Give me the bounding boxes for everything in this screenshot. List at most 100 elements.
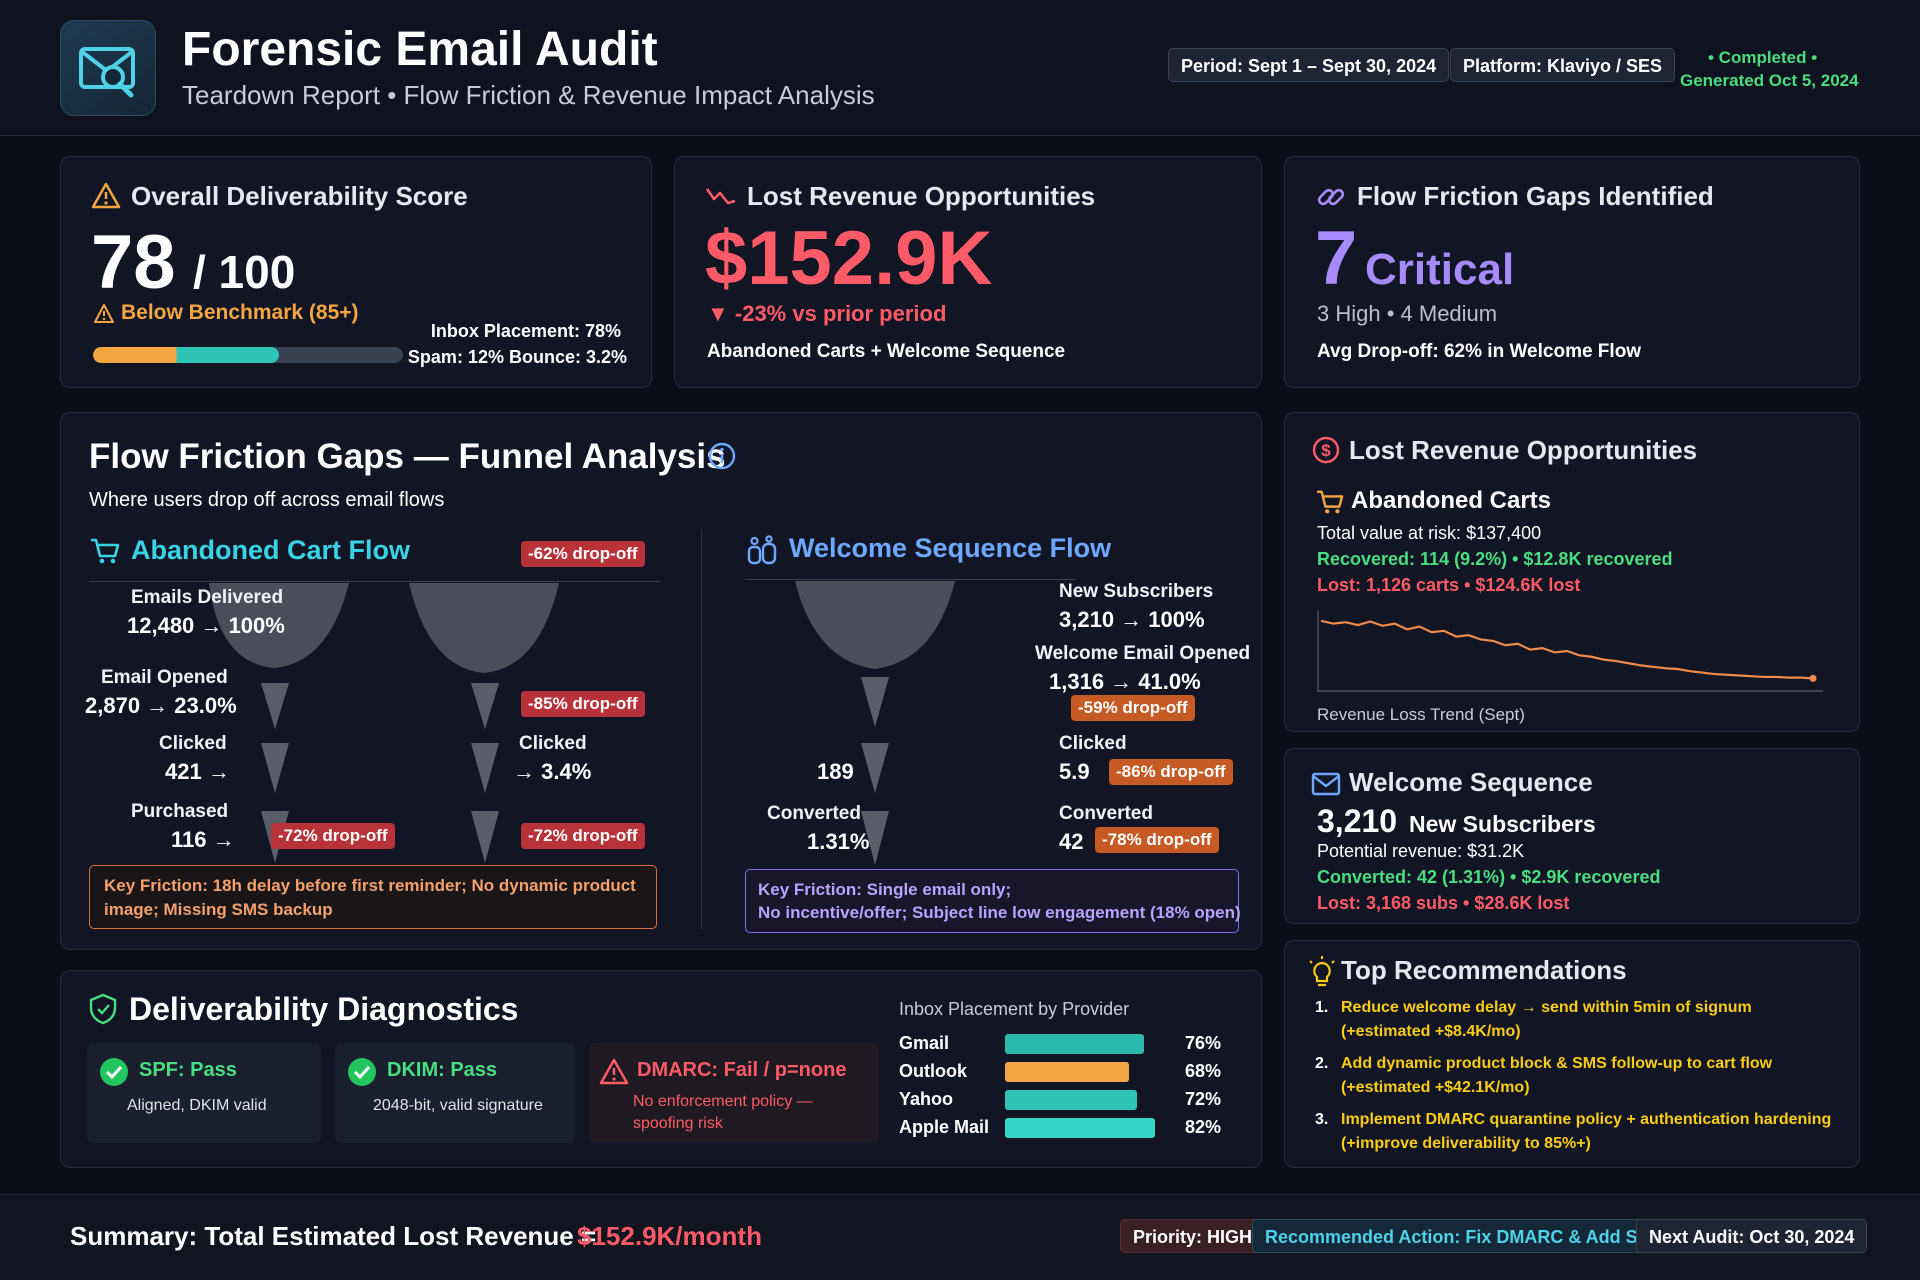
recommendation-number: 1. [1315,999,1329,1016]
welcome-clicked-label: Clicked [1059,733,1127,754]
provider-name: Gmail [899,1033,950,1053]
cart-icon [91,538,120,564]
provider-name: Outlook [899,1061,967,1081]
deliverability-score-card: Overall Deliverability Score 78 / 100 Be… [60,156,652,388]
next-audit-badge: Next Audit: Oct 30, 2024 [1636,1219,1868,1253]
provider-bar [1005,1090,1137,1110]
cart-delivered-value: 12,480 → 100% [127,613,285,638]
friction-breakdown: 3 High • 4 Medium [1317,301,1498,326]
provider-name: Apple Mail [899,1117,990,1137]
card-title: Welcome Sequence [1349,767,1593,797]
funnel-title: Flow Friction Gaps — Funnel Analysis [89,437,726,476]
welcome-opened-drop-badge: -59% drop-off [1071,695,1195,721]
page-subtitle: Teardown Report • Flow Friction & Revenu… [182,80,875,110]
lost-revenue-value: $152.9K [705,216,993,301]
dmarc-desc-2: spoofing risk [633,1115,723,1132]
provider-chart-title: Inbox Placement by Provider [899,999,1130,1019]
recommendations-card: Top Recommendations 1. Reduce welcome de… [1284,940,1860,1168]
link-icon [1317,188,1345,206]
warning-icon [599,1058,629,1085]
provider-bar [1005,1062,1129,1082]
potential-revenue: Potential revenue: $31.2K [1317,841,1525,861]
dkim-desc: 2048-bit, valid signature [373,1097,543,1114]
friction-gaps-card: Flow Friction Gaps Identified 7 Critical… [1284,156,1860,388]
divider [745,579,1075,580]
card-title: Flow Friction Gaps Identified [1357,181,1714,211]
period-badge: Period: Sept 1 – Sept 30, 2024 [1168,48,1450,82]
trend-label: Revenue Loss Trend (Sept) [1317,705,1525,724]
side-lost-revenue-card: $ Lost Revenue Opportunities Abandoned C… [1284,412,1860,732]
svg-text:$: $ [1321,441,1331,460]
score-value: 78 [91,220,176,305]
recommendation-text: Reduce welcome delay → send within 5min … [1341,999,1752,1016]
welcome-converted-label: Converted [1059,803,1153,824]
dmarc-check-tile: DMARC: Fail / p=none No enforcement poli… [589,1043,879,1143]
cart-clicked2-value: → 3.4% [513,759,592,784]
welcome-clicked-drop-badge: -86% drop-off [1109,759,1233,785]
summary-label: Summary: Total Estimated Lost Revenue = [70,1221,597,1251]
welcome-new-value: 3,210 → 100% [1059,607,1205,632]
welcome-lost: Lost: 3,168 subs • $28.6K lost [1317,893,1570,913]
lightbulb-icon [1309,956,1335,987]
cart-clicked-value: 421 → [165,759,230,784]
revenue-loss-trend-chart [1317,611,1823,692]
recommendation-number: 3. [1315,1111,1329,1128]
shield-icon [89,993,117,1025]
status-badge: • Completed • [1708,48,1818,67]
app-logo [60,20,156,116]
priority-badge: Priority: HIGH [1120,1219,1266,1253]
summary-value: $152.9K/month [577,1221,762,1251]
recommendation-impact: (+improve deliverability to 85%+) [1341,1135,1591,1152]
deliverability-diagnostics-panel: Deliverability Diagnostics SPF: Pass Ali… [60,970,1262,1168]
cart-flow-title: Abandoned Cart Flow [131,535,410,565]
info-icon[interactable] [707,441,737,471]
welcome-new-label: New Subscribers [1059,581,1214,602]
lost-revenue-delta: ▼ -23% vs prior period [707,301,947,326]
recommendation-text: Add dynamic product block & SMS follow-u… [1341,1055,1773,1072]
new-subscribers-label: New Subscribers [1409,811,1596,837]
card-title: Overall Deliverability Score [131,181,468,211]
recommendation-number: 2. [1315,1055,1329,1072]
recommendation-impact: (+estimated +$42.1K/mo) [1341,1079,1530,1096]
mail-icon [1311,772,1341,796]
provider-bar [1005,1118,1155,1138]
warning-icon [91,182,121,209]
users-icon [747,535,777,565]
welcome-friction-box: Key Friction: Single email only; No ince… [745,869,1241,933]
recommendation-text: Implement DMARC quarantine policy + auth… [1341,1111,1832,1128]
cart-friction-box: Key Friction: 18h delay before first rem… [89,865,657,929]
cart-opened-label: Email Opened [101,667,228,688]
welcome-opened-label: Welcome Email Opened [1035,643,1251,664]
check-circle-icon [100,1058,128,1086]
cart-clicked-label: Clicked [159,733,227,754]
cart-friction-text: Key Friction: 18h delay before first rem… [104,876,636,919]
trend-end-point [1809,674,1817,682]
page-title: Forensic Email Audit [182,23,658,76]
cart-opened-value: 2,870 → 23.0% [85,693,237,718]
cart-top-drop-badge: -62% drop-off [521,541,645,567]
recommendation-impact: (+estimated +$8.4K/mo) [1341,1023,1521,1040]
check-circle-icon [348,1058,376,1086]
cart-purchased-value: 116 → [171,827,235,852]
friction-count: 7 [1315,216,1358,301]
welcome-opened-value: 1,316 → 41.0% [1049,669,1201,694]
welcome-left-converted-value: 1.31% [807,829,870,854]
card-title: Lost Revenue Opportunities [1349,435,1698,465]
diagnostics-title: Deliverability Diagnostics [129,991,519,1027]
benchmark-text: Below Benchmark (85+) [121,301,359,324]
inbox-placement: Inbox Placement: 78% [430,321,621,341]
provider-percent: 72% [1185,1089,1222,1109]
spam-bounce: Spam: 12% Bounce: 3.2% [407,347,627,367]
spf-title: SPF: Pass [139,1059,237,1081]
cart-icon [1317,490,1344,514]
score-max: / 100 [193,246,296,298]
dkim-title: DKIM: Pass [387,1059,498,1081]
mail-search-icon [79,47,135,98]
cart-funnel-graphic [209,583,559,863]
recommended-action-badge[interactable]: Recommended Action: Fix DMARC & Add SMS [1252,1219,1678,1253]
cart-purchased-label: Purchased [131,801,229,822]
friction-label: Critical [1365,245,1515,294]
header: Forensic Email Audit Teardown Report • F… [0,0,1920,136]
carts-recovered: Recovered: 114 (9.2%) • $12.8K recovered [1317,549,1673,569]
funnel-subtitle: Where users drop off across email flows [89,489,445,511]
